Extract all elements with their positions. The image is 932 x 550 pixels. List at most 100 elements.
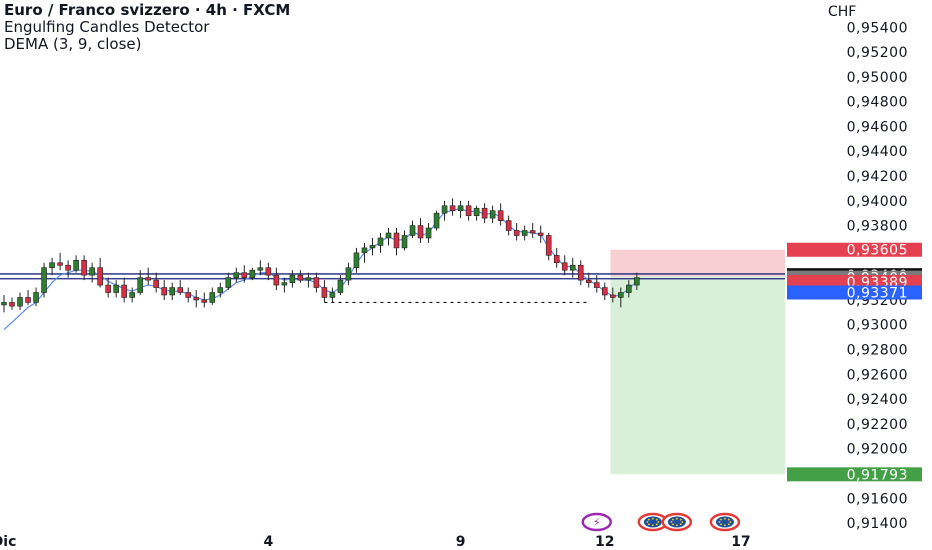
candle[interactable] bbox=[289, 270, 296, 288]
price-label[interactable]: 0,93371 bbox=[787, 285, 922, 302]
candle[interactable] bbox=[89, 262, 95, 283]
candle[interactable] bbox=[409, 220, 416, 238]
candle[interactable] bbox=[385, 228, 392, 246]
candle[interactable] bbox=[313, 272, 320, 293]
candle[interactable] bbox=[201, 292, 208, 308]
candle[interactable] bbox=[57, 252, 63, 271]
candle[interactable] bbox=[529, 223, 536, 238]
candle[interactable] bbox=[561, 255, 568, 276]
candle[interactable] bbox=[177, 280, 184, 295]
candle[interactable] bbox=[401, 230, 408, 251]
candle[interactable] bbox=[626, 280, 632, 298]
candle-body bbox=[225, 277, 232, 288]
candle[interactable] bbox=[305, 272, 312, 288]
candle[interactable] bbox=[169, 282, 176, 300]
candle[interactable] bbox=[129, 287, 135, 303]
candle[interactable] bbox=[601, 282, 608, 300]
candle[interactable] bbox=[153, 272, 159, 293]
candle[interactable] bbox=[337, 275, 344, 295]
candle[interactable] bbox=[17, 292, 23, 310]
candle[interactable] bbox=[65, 260, 71, 278]
candle[interactable] bbox=[9, 297, 15, 310]
candle[interactable] bbox=[585, 272, 592, 288]
price-label[interactable]: 0,93605 bbox=[787, 242, 922, 259]
candle[interactable] bbox=[81, 255, 87, 281]
candle[interactable] bbox=[105, 277, 111, 298]
candle[interactable] bbox=[634, 272, 640, 291]
candle[interactable] bbox=[137, 270, 143, 295]
candle[interactable] bbox=[609, 287, 616, 303]
candle[interactable] bbox=[441, 200, 448, 221]
candle[interactable] bbox=[361, 242, 368, 263]
candle[interactable] bbox=[273, 267, 280, 291]
indicator-engulfing[interactable]: Engulfing Candles Detector bbox=[4, 18, 210, 36]
candle[interactable] bbox=[329, 287, 336, 303]
candle[interactable] bbox=[618, 287, 624, 308]
candle[interactable] bbox=[161, 280, 167, 300]
price-label[interactable]: 0,91793 bbox=[787, 467, 922, 483]
candle[interactable] bbox=[73, 255, 79, 273]
candle[interactable] bbox=[121, 277, 127, 303]
candle[interactable] bbox=[225, 272, 232, 291]
candle[interactable] bbox=[1, 294, 7, 313]
event-ring bbox=[581, 512, 612, 532]
candle[interactable] bbox=[513, 223, 520, 241]
candle[interactable] bbox=[369, 237, 376, 256]
candle[interactable] bbox=[185, 287, 192, 303]
lightning-event-icon[interactable]: ⚡ bbox=[581, 512, 612, 532]
candle[interactable] bbox=[593, 275, 600, 293]
candle[interactable] bbox=[345, 262, 352, 286]
candle[interactable] bbox=[521, 225, 528, 241]
candle[interactable] bbox=[353, 247, 360, 273]
take-profit-zone[interactable] bbox=[610, 276, 785, 475]
candle[interactable] bbox=[425, 223, 432, 243]
candle[interactable] bbox=[33, 287, 39, 307]
candle[interactable] bbox=[473, 205, 480, 221]
eu-flag-event-icon[interactable] bbox=[661, 512, 693, 532]
candle[interactable] bbox=[377, 233, 384, 253]
candle[interactable] bbox=[241, 265, 248, 283]
price-tick-label: 0,94800 bbox=[847, 95, 908, 111]
candle[interactable] bbox=[249, 267, 256, 281]
candle[interactable] bbox=[25, 290, 31, 305]
candle[interactable] bbox=[97, 257, 103, 288]
candle[interactable] bbox=[465, 200, 472, 221]
candle[interactable] bbox=[569, 257, 576, 278]
candle[interactable] bbox=[265, 262, 272, 281]
candle[interactable] bbox=[113, 280, 119, 298]
eu-flag-event-icon[interactable] bbox=[637, 512, 669, 532]
candle[interactable] bbox=[209, 287, 216, 305]
time-axis[interactable]: Dic 4 9 12 17 bbox=[0, 534, 751, 550]
candle[interactable] bbox=[489, 205, 496, 224]
candle[interactable] bbox=[553, 247, 560, 268]
candle[interactable] bbox=[457, 200, 464, 219]
price-axis[interactable]: CHF 0,95400 0,95200 0,95000 0,94800 0,94600 0… bbox=[828, 4, 908, 532]
candle[interactable] bbox=[481, 203, 488, 224]
candle[interactable] bbox=[257, 260, 264, 276]
candle[interactable] bbox=[497, 203, 504, 226]
indicator-dema[interactable]: DEMA (3, 9, close) bbox=[4, 35, 142, 53]
stop-loss-zone[interactable] bbox=[610, 249, 785, 277]
candle[interactable] bbox=[449, 198, 456, 216]
eu-flag-event-icon[interactable] bbox=[709, 512, 741, 532]
candle[interactable] bbox=[433, 210, 440, 231]
candle[interactable] bbox=[297, 270, 304, 283]
candle-series[interactable] bbox=[1, 198, 640, 313]
candle[interactable] bbox=[217, 282, 224, 298]
candle[interactable] bbox=[233, 267, 240, 283]
candle[interactable] bbox=[193, 290, 200, 308]
candle[interactable] bbox=[577, 260, 584, 286]
symbol-title[interactable]: Euro / Franco svizzero · 4h · FXCM bbox=[4, 1, 291, 19]
candle[interactable] bbox=[537, 225, 544, 243]
candle[interactable] bbox=[49, 257, 55, 276]
candle[interactable] bbox=[545, 233, 552, 261]
candle[interactable] bbox=[417, 218, 424, 243]
candle[interactable] bbox=[505, 215, 512, 236]
candle[interactable] bbox=[393, 228, 400, 256]
candle[interactable] bbox=[321, 280, 328, 303]
candle[interactable] bbox=[281, 277, 288, 293]
event-markers[interactable]: ⚡ bbox=[581, 512, 741, 532]
candle[interactable] bbox=[145, 267, 151, 286]
candle[interactable] bbox=[41, 262, 47, 298]
